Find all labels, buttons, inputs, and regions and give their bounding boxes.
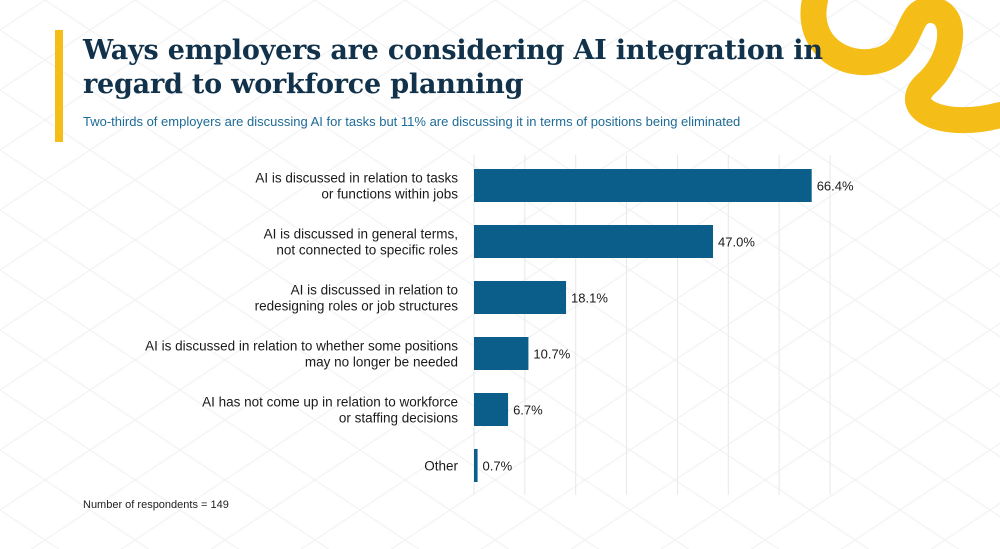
bar — [474, 225, 714, 258]
category-label: Other — [424, 459, 458, 474]
category-label: AI has not come up in relation to workfo… — [202, 395, 458, 426]
category-label: AI is discussed in general terms, not con… — [264, 227, 459, 258]
decorative-swirl — [800, 0, 1000, 134]
bar — [474, 393, 509, 426]
value-label: 66.4% — [817, 179, 854, 194]
chart-title: Ways employers are considering AI integr… — [83, 35, 823, 100]
category-label: AI is discussed in relation to redesignin… — [255, 283, 459, 314]
bar — [474, 337, 529, 370]
category-label: AI is discussed in relation to tasks or f… — [255, 171, 458, 202]
value-label: 10.7% — [533, 347, 570, 362]
respondents-footnote: Number of respondents = 149 — [83, 499, 229, 511]
value-label: 18.1% — [571, 291, 608, 306]
value-label: 0.7% — [483, 459, 513, 474]
title-accent-bar — [55, 30, 63, 142]
value-label: 6.7% — [513, 403, 543, 418]
category-label: AI is discussed in relation to whether s… — [145, 339, 458, 370]
bar — [474, 449, 478, 482]
bar — [474, 169, 812, 202]
bar-chart: 66.4% AI is discussed in relation to task… — [145, 155, 854, 495]
value-label: 47.0% — [718, 235, 755, 250]
chart-subtitle: Two-thirds of employers are discussing A… — [83, 114, 741, 129]
bar — [474, 281, 567, 314]
